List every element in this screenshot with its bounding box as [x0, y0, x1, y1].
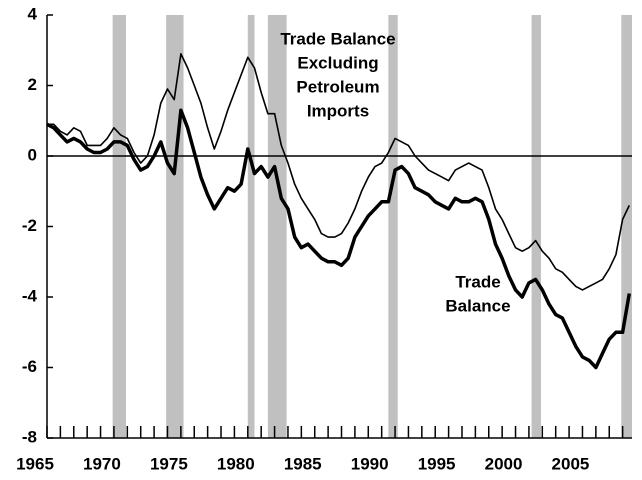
- y-tick-label: 2: [28, 75, 37, 94]
- x-tick-label: 1975: [150, 454, 188, 473]
- recession-band: [621, 15, 632, 438]
- y-tick-label: 0: [28, 145, 37, 164]
- recession-band: [388, 15, 398, 438]
- annotation: Trade: [455, 272, 500, 291]
- x-tick-label: 1980: [217, 454, 255, 473]
- x-tick-label: 1995: [418, 454, 456, 473]
- annotation: Excluding: [297, 53, 378, 72]
- x-tick-label: 1990: [351, 454, 389, 473]
- annotation: Balance: [445, 296, 510, 315]
- y-tick-label: -4: [22, 286, 38, 305]
- recession-band: [247, 15, 255, 438]
- x-tick-label: 2000: [485, 454, 523, 473]
- recession-band: [166, 15, 184, 438]
- recession-band: [112, 15, 126, 438]
- annotation: Trade Balance: [280, 29, 395, 48]
- annotation: Petroleum: [296, 77, 379, 96]
- x-tick-label: 2005: [552, 454, 590, 473]
- y-tick-label: -2: [22, 216, 37, 235]
- x-tick-label: 1985: [284, 454, 322, 473]
- series-line: [46, 108, 632, 370]
- y-tick-label: -6: [22, 357, 37, 376]
- annotation: Imports: [307, 101, 369, 120]
- recession-band: [267, 15, 287, 438]
- y-tick-label: -8: [22, 427, 37, 446]
- recession-band: [531, 15, 541, 438]
- series-line: [47, 53, 631, 291]
- x-tick-label: 1970: [83, 454, 121, 473]
- x-tick-label: 1965: [16, 454, 54, 473]
- y-tick-label: 4: [28, 4, 38, 23]
